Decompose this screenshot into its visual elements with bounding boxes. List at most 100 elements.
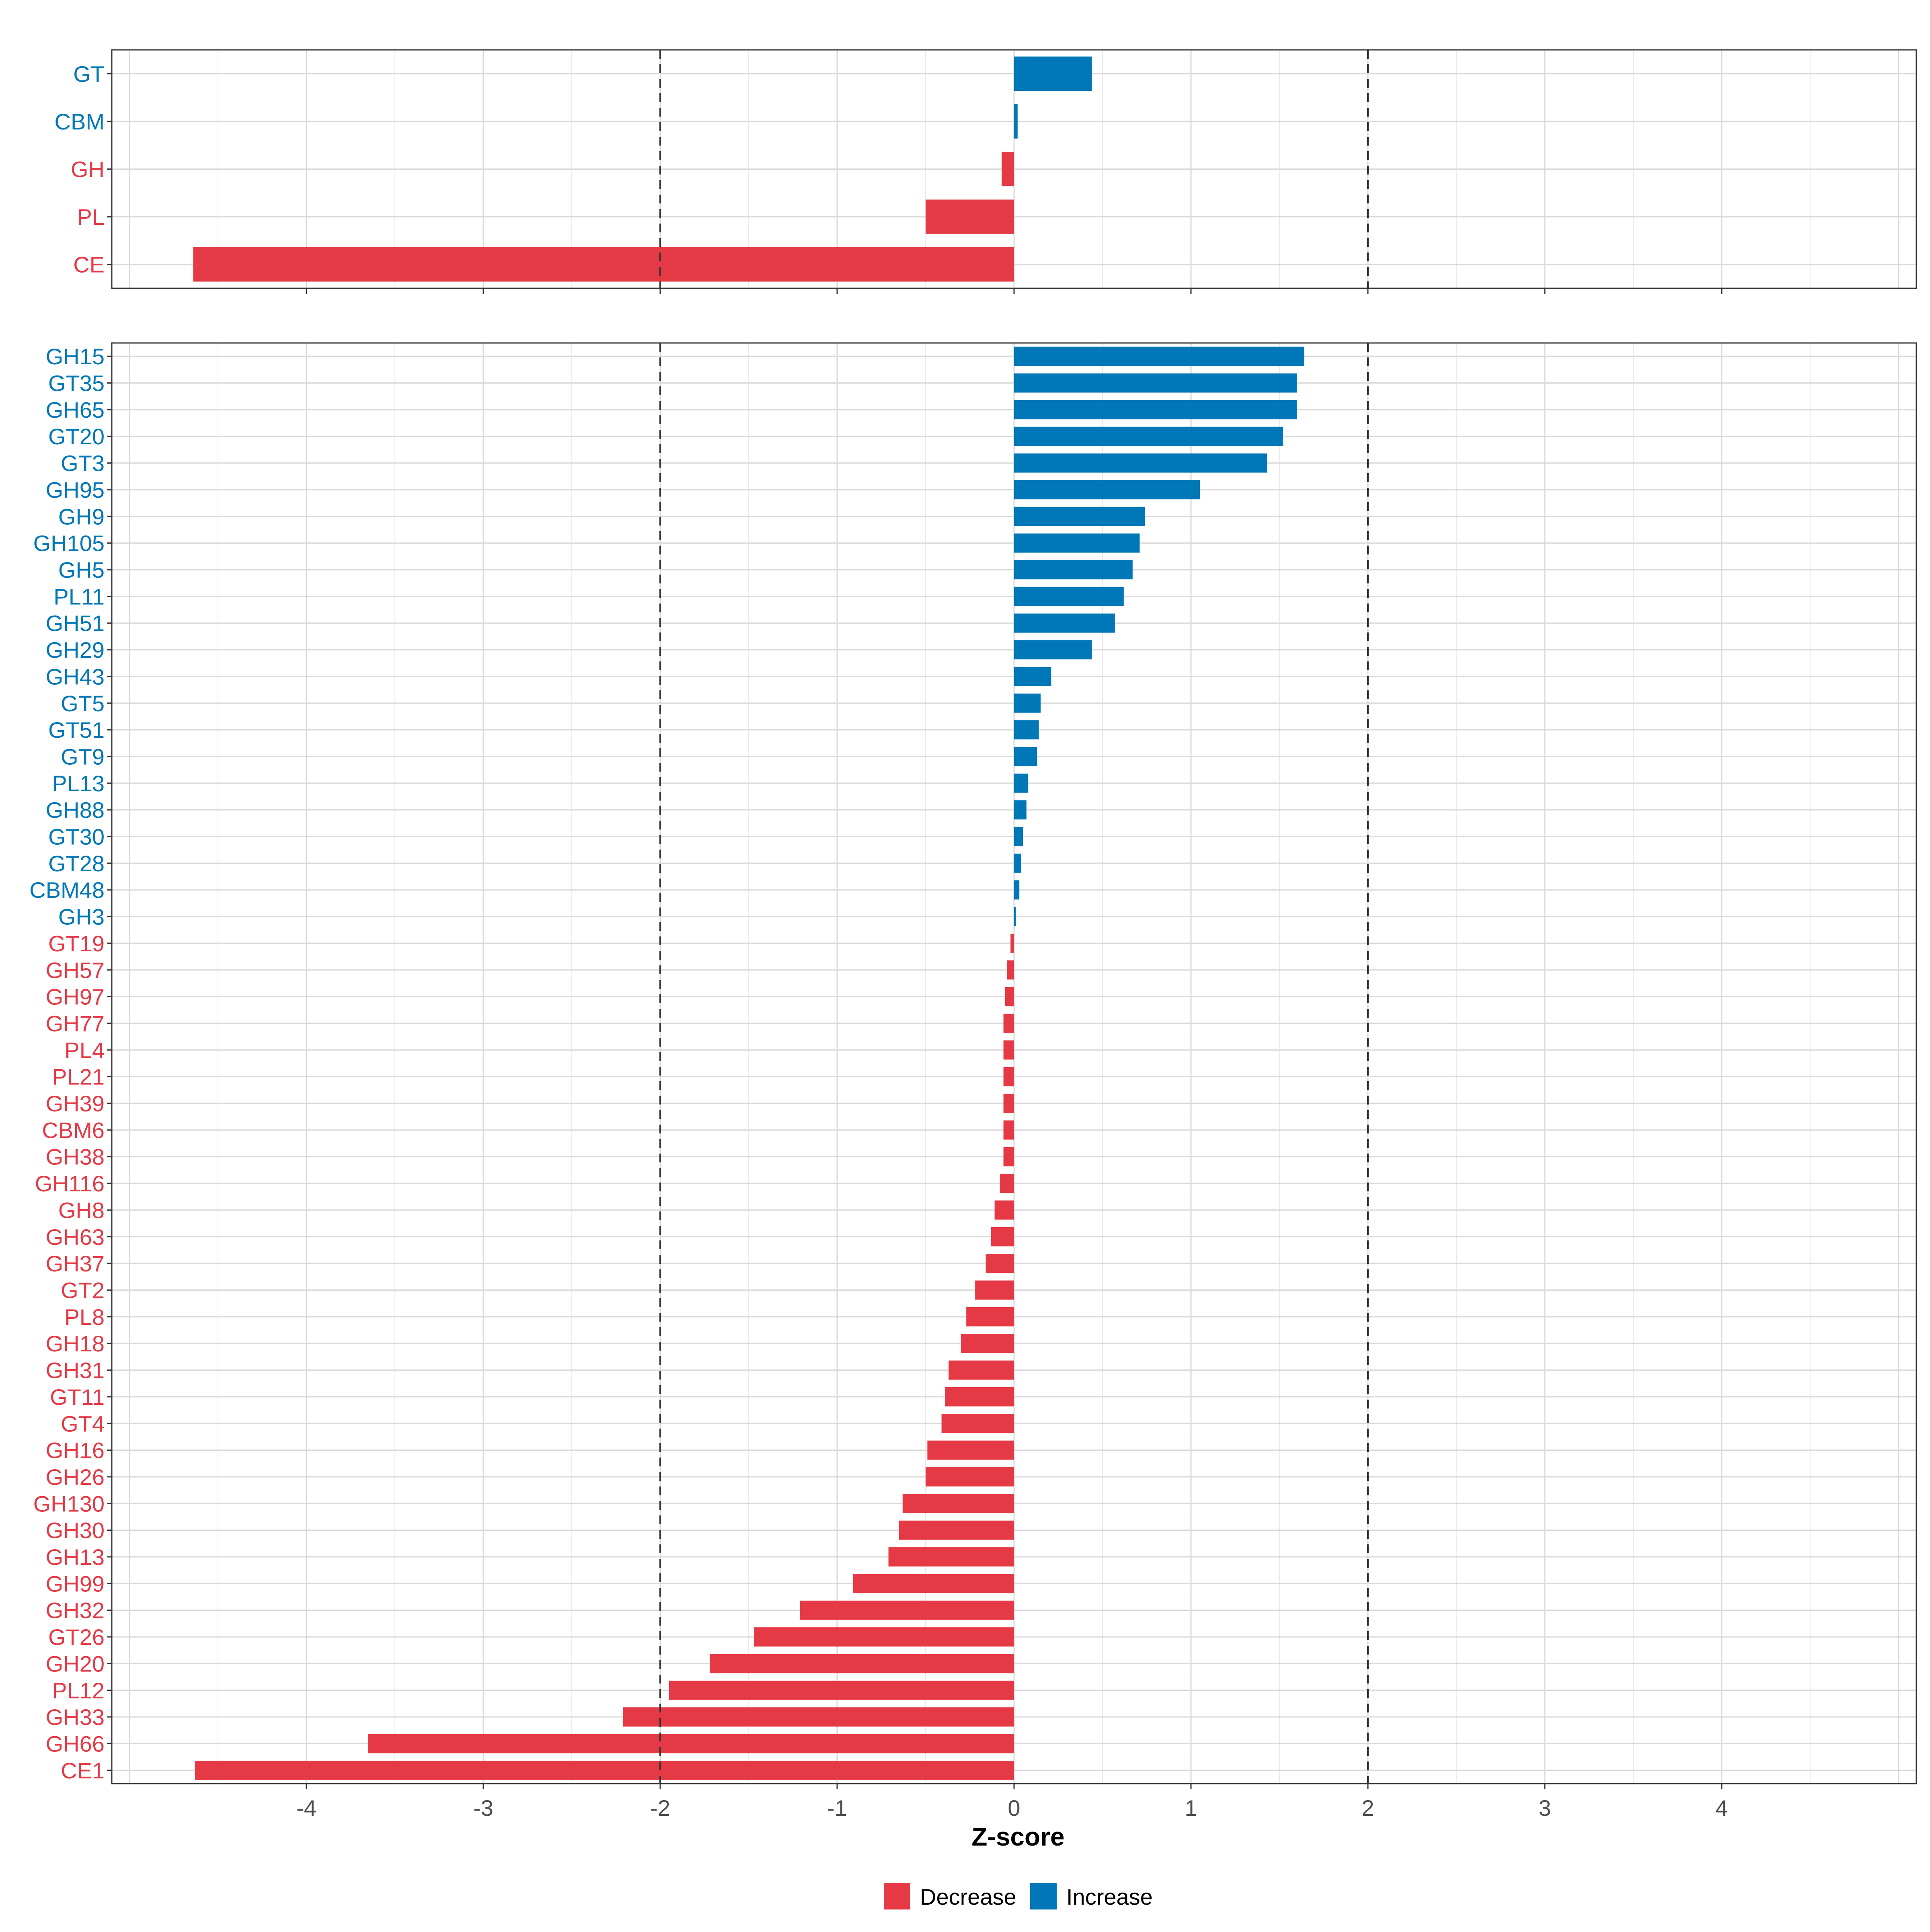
bar-gt4 — [941, 1414, 1014, 1433]
x-tick-label: 2 — [1361, 1795, 1374, 1821]
bar-gh63 — [991, 1227, 1014, 1246]
y-tick-label-gh105: GH105 — [33, 531, 105, 556]
legend-swatch-increase — [1030, 1883, 1057, 1909]
bar-gh30 — [899, 1520, 1014, 1540]
y-tick-label-gh99: GH99 — [46, 1571, 105, 1596]
x-tick-label: -4 — [296, 1795, 316, 1821]
bar-gt51 — [1014, 720, 1039, 739]
y-tick-label-ce: CE — [73, 252, 105, 277]
bar-pl — [926, 199, 1014, 234]
y-tick-label-gh39: GH39 — [46, 1091, 105, 1116]
y-tick-label-gh57: GH57 — [46, 957, 105, 983]
bar-gh8 — [994, 1200, 1014, 1220]
bar-ce1 — [195, 1760, 1014, 1780]
y-tick-label-gt51: GT51 — [48, 717, 105, 743]
bar-gt2 — [975, 1280, 1014, 1300]
bar-gh31 — [949, 1360, 1014, 1380]
y-tick-label-gh88: GH88 — [46, 797, 105, 823]
y-tick-label-gt4: GT4 — [61, 1411, 105, 1436]
bar-gt — [1014, 56, 1092, 91]
bar-gh38 — [1003, 1147, 1014, 1166]
legend-label-increase: Increase — [1066, 1884, 1153, 1909]
legend-swatch-decrease — [884, 1883, 910, 1909]
y-tick-label-gh29: GH29 — [46, 637, 105, 663]
bottom-panel: GH15GT35GH65GT20GT3GH95GH9GH105GH5PL11GH… — [29, 342, 1917, 1821]
bar-gh95 — [1014, 480, 1200, 499]
y-tick-label-gh3: GH3 — [58, 904, 105, 930]
bar-gh99 — [853, 1574, 1014, 1593]
bar-gh26 — [926, 1467, 1014, 1486]
y-tick-label-gh95: GH95 — [46, 477, 105, 503]
y-tick-label-gh77: GH77 — [46, 1011, 105, 1036]
x-tick-label: -3 — [473, 1795, 493, 1821]
y-tick-label-gt28: GT28 — [48, 851, 105, 876]
y-tick-label-gh31: GH31 — [46, 1358, 105, 1383]
bar-pl13 — [1014, 773, 1029, 793]
bar-gh20 — [710, 1654, 1014, 1673]
bar-gh29 — [1014, 640, 1092, 659]
bar-gh18 — [961, 1334, 1014, 1353]
bar-gt28 — [1014, 853, 1021, 873]
y-tick-label-gh20: GH20 — [46, 1651, 105, 1676]
bar-gh15 — [1014, 347, 1304, 366]
y-tick-label-gh9: GH9 — [58, 504, 105, 529]
bar-gt11 — [945, 1387, 1014, 1406]
bar-pl11 — [1014, 587, 1124, 606]
bar-pl4 — [1003, 1040, 1014, 1060]
bar-cbm48 — [1014, 880, 1020, 900]
y-tick-label-gt20: GT20 — [48, 424, 105, 449]
bar-cbm — [1014, 104, 1018, 139]
y-tick-label-gt26: GT26 — [48, 1624, 105, 1650]
x-tick-label: -1 — [827, 1795, 847, 1821]
y-tick-label-gh130: GH130 — [33, 1491, 105, 1516]
y-tick-label-pl4: PL4 — [64, 1037, 105, 1063]
y-tick-label-gt35: GT35 — [48, 371, 105, 396]
bar-gt9 — [1014, 747, 1037, 766]
y-tick-label-gh51: GH51 — [46, 611, 105, 636]
y-tick-label-gt: GT — [73, 61, 105, 86]
bar-pl8 — [966, 1307, 1014, 1326]
y-tick-label-gh26: GH26 — [46, 1464, 105, 1490]
y-tick-label-cbm6: CBM6 — [42, 1117, 105, 1143]
y-tick-label-gh8: GH8 — [58, 1197, 105, 1223]
bar-gh43 — [1014, 667, 1051, 686]
bar-gh57 — [1007, 960, 1014, 980]
y-tick-label-gh63: GH63 — [46, 1224, 105, 1250]
bar-gh9 — [1014, 507, 1145, 526]
x-tick-label: 0 — [1008, 1795, 1020, 1821]
bar-gh32 — [800, 1600, 1014, 1620]
y-tick-label-gh: GH — [71, 157, 105, 182]
bar-gh — [1002, 152, 1014, 187]
y-tick-label-gh43: GH43 — [46, 664, 105, 689]
y-tick-label-gt19: GT19 — [48, 931, 105, 956]
legend-label-decrease: Decrease — [920, 1884, 1016, 1909]
y-tick-label-gh66: GH66 — [46, 1731, 105, 1756]
y-tick-label-pl: PL — [77, 204, 105, 230]
bar-gt26 — [754, 1627, 1014, 1647]
y-tick-label-pl21: PL21 — [52, 1064, 105, 1090]
y-tick-label-gh33: GH33 — [46, 1704, 105, 1730]
y-tick-label-gh116: GH116 — [35, 1171, 105, 1196]
y-tick-label-gt2: GT2 — [61, 1277, 105, 1303]
y-tick-label-gt9: GT9 — [61, 744, 105, 769]
bar-gh39 — [1003, 1094, 1014, 1113]
bar-ce — [193, 247, 1014, 282]
y-tick-label-pl11: PL11 — [53, 584, 105, 609]
bar-gt3 — [1014, 453, 1267, 473]
y-tick-label-gh97: GH97 — [46, 984, 105, 1010]
x-axis-title: Z-score — [971, 1822, 1064, 1851]
y-tick-label-gh16: GH16 — [46, 1438, 105, 1463]
bar-gh116 — [1000, 1174, 1014, 1193]
bar-gh16 — [927, 1440, 1014, 1460]
y-tick-label-gh37: GH37 — [46, 1251, 105, 1276]
y-tick-label-gh5: GH5 — [58, 557, 105, 583]
bar-gt19 — [1010, 934, 1014, 953]
bar-cbm6 — [1003, 1120, 1014, 1140]
bar-gh37 — [986, 1254, 1014, 1273]
y-tick-label-cbm: CBM — [55, 109, 105, 134]
y-tick-label-pl12: PL12 — [52, 1678, 105, 1703]
top-panel: GT CBM GH PL CE — [55, 49, 1917, 294]
x-tick-label: 3 — [1538, 1795, 1551, 1821]
